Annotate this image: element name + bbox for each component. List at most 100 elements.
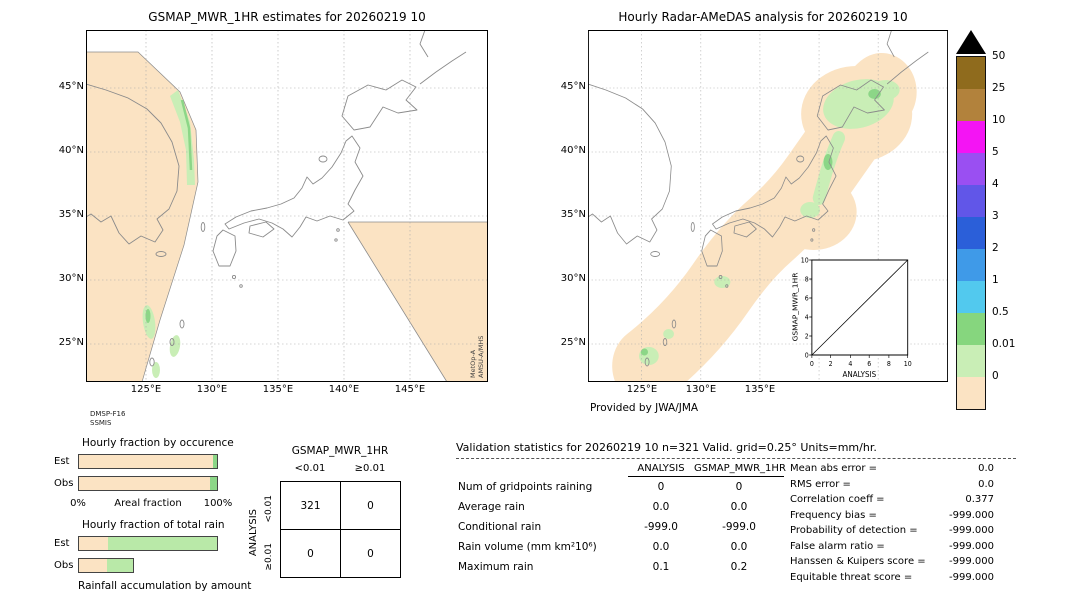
validation-header: Validation statistics for 20260219 10 n=…	[456, 441, 877, 454]
lat-label: 30°N	[560, 273, 586, 284]
sensor-caption-line2: SSMIS	[90, 419, 112, 427]
score-value: -999.000	[949, 509, 994, 521]
estimates-map: MetOp-A AMSU-A/MHS	[86, 30, 488, 382]
fraction-panels: Hourly fraction by occurence Est Obs 0% …	[54, 437, 294, 592]
sensor-caption-line1: DMSP-F16	[90, 410, 126, 418]
lat-label: 25°N	[58, 337, 84, 348]
total-rain-est-bar	[78, 536, 218, 551]
inset-ylabel: GSMAP_MWR_1HR	[791, 273, 799, 342]
validation-gsmap-value: -999.0	[722, 521, 756, 533]
inset-ytick: 2	[805, 332, 809, 340]
validation-table: ANALYSIS GSMAP_MWR_1HR Num of gridpoints…	[458, 463, 786, 577]
validation-analysis-value: -999.0	[644, 521, 678, 533]
colorbar-boxes	[956, 56, 986, 410]
lat-label: 30°N	[58, 273, 84, 284]
score-row: Probability of detection = -999.000	[790, 523, 1016, 539]
rain-area-overlay	[639, 79, 900, 365]
lon-label: 125°E	[626, 384, 658, 395]
validation-row-label: Rain volume (mm km²10⁶)	[458, 541, 597, 553]
occurrence-obs-row: Obs	[54, 476, 294, 491]
bar-area	[78, 476, 218, 491]
colorbar-swatch	[957, 281, 985, 313]
inset-ytick: 10	[801, 256, 809, 264]
colorbar-level-label: 5	[992, 146, 999, 158]
dashed-divider	[456, 458, 1016, 459]
bar-area	[78, 536, 218, 551]
lon-label: 130°E	[685, 384, 717, 395]
occurrence-est-row: Est	[54, 454, 294, 469]
colorbar-level-label: 2	[992, 242, 999, 254]
inset-ticks	[809, 259, 909, 358]
validation-col-header: ANALYSIS	[628, 463, 694, 477]
contingency-cell: 0	[340, 529, 401, 578]
analysis-map: 0 2 4 6 8 10 0 2 4 6 8 10 ANALYSIS GSMAP…	[588, 30, 948, 382]
bar-segment	[79, 537, 108, 550]
score-label: Probability of detection =	[790, 525, 918, 537]
colorbar-swatch	[957, 57, 985, 89]
validation-table-row: Conditional rain -999.0 -999.0	[458, 517, 784, 537]
axis-min-label: 0%	[70, 498, 86, 509]
contingency-table: 321 0 0 0	[280, 481, 401, 578]
identity-line	[811, 259, 908, 356]
validation-row-label: Maximum rain	[458, 561, 534, 573]
row-label: Obs	[54, 560, 74, 571]
bar-segment	[210, 477, 217, 490]
contingency-title: GSMAP_MWR_1HR	[291, 445, 389, 457]
validation-panel: Validation statistics for 20260219 10 n=…	[456, 441, 1020, 609]
lat-label: 35°N	[58, 209, 84, 220]
total-rain-obs-bar	[78, 558, 134, 573]
colorbar-swatch	[957, 153, 985, 185]
score-value: -999.000	[949, 525, 994, 537]
satellite-swath-overlay	[86, 51, 488, 382]
contingency-row-header: ≥0.01	[264, 543, 274, 571]
validation-table-row: Maximum rain 0.1 0.2	[458, 557, 784, 577]
provider-caption: Provided by JWA/JMA	[590, 402, 699, 414]
colorbar-level-label: 0	[992, 370, 999, 382]
bar-segment	[212, 455, 217, 468]
score-value: -999.000	[949, 556, 994, 568]
row-label: Obs	[54, 478, 74, 489]
sensor-caption: DMSP-F16 SSMIS	[90, 410, 125, 428]
contingency-col-header: ≥0.01	[354, 463, 386, 474]
estimates-map-panel: GSMAP_MWR_1HR estimates for 20260219 10	[56, 6, 502, 440]
validation-gsmap-value: 0	[735, 481, 743, 493]
validation-gsmap-value: 0.2	[730, 561, 748, 573]
colorbar-swatch	[957, 217, 985, 249]
score-value: 0.0	[978, 478, 994, 490]
bar-area	[78, 558, 218, 573]
validation-table-row: Average rain 0.0 0.0	[458, 497, 784, 517]
contingency-row-axis: ANALYSIS	[248, 509, 259, 557]
score-row: False alarm ratio = -999.000	[790, 539, 1016, 555]
inset-xtick: 8	[887, 360, 891, 368]
scatter-inset: 0 2 4 6 8 10 0 2 4 6 8 10 ANALYSIS GSMAP…	[791, 256, 912, 379]
inset-xlabel: ANALYSIS	[842, 370, 876, 379]
score-label: Equitable threat score =	[790, 571, 913, 583]
colorbar-level-label: 4	[992, 178, 999, 190]
lat-label: 25°N	[560, 337, 586, 348]
score-row: Equitable threat score = -999.000	[790, 570, 1016, 586]
colorbar-level-label: 25	[992, 82, 1006, 94]
validation-analysis-value: 0.0	[652, 501, 670, 513]
bar-segment	[107, 559, 133, 572]
colorbar-level-label: 10	[992, 114, 1006, 126]
score-value: 0.377	[965, 494, 994, 506]
inset-xtick: 10	[904, 360, 912, 368]
validation-row-label: Num of gridpoints raining	[458, 481, 593, 493]
areal-fraction-axis: 0% Areal fraction 100%	[70, 498, 232, 513]
side-caption-line2: AMSU-A/MHS	[477, 336, 485, 378]
total-rain-footer: Rainfall accumulation by amount	[78, 580, 252, 592]
total-rain-est-row: Est	[54, 536, 294, 551]
validation-row-label: Average rain	[458, 501, 525, 513]
row-label: Est	[54, 538, 70, 549]
score-label: Correlation coeff =	[790, 494, 885, 506]
occurrence-obs-bar	[78, 476, 218, 491]
inset-xtick: 4	[848, 360, 852, 368]
score-value: 0.0	[978, 463, 994, 475]
lon-label: 125°E	[130, 384, 162, 395]
score-row: RMS error = 0.0	[790, 477, 1016, 493]
colorbar-level-label: 1	[992, 274, 999, 286]
inset-ytick: 8	[805, 275, 809, 283]
bar-segment	[79, 477, 211, 490]
analysis-map-title: Hourly Radar-AMeDAS analysis for 2026021…	[618, 10, 908, 24]
inset-xtick: 0	[810, 360, 814, 368]
